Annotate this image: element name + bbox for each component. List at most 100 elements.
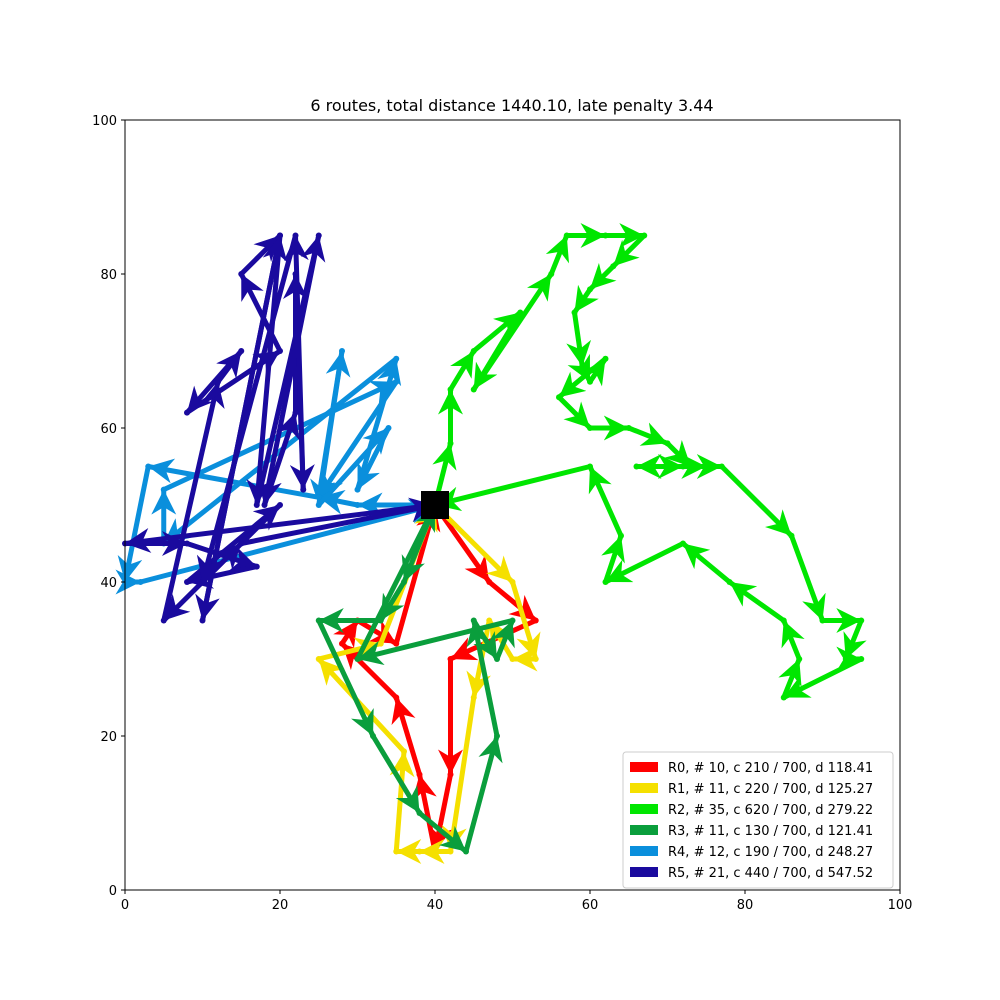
customer-point — [238, 271, 245, 277]
y-tick-label: 100 — [92, 114, 117, 129]
customer-point — [393, 355, 400, 362]
customer-point — [292, 271, 299, 277]
customer-point — [664, 440, 671, 447]
route-segment — [441, 695, 477, 854]
customer-point — [354, 656, 361, 662]
route-segment — [491, 618, 515, 662]
customer-point — [780, 694, 787, 701]
x-tick-label: 100 — [888, 898, 913, 913]
customer-point — [587, 425, 593, 431]
route-segment — [601, 533, 625, 585]
route-segment — [391, 695, 422, 777]
y-tick-label: 60 — [100, 422, 117, 437]
customer-point — [199, 579, 206, 585]
route-segment — [448, 348, 477, 392]
legend-swatch — [630, 783, 658, 793]
x-tick-label: 40 — [427, 898, 444, 913]
route-segment — [196, 233, 298, 585]
customer-point — [486, 617, 493, 624]
customer-point — [548, 271, 555, 277]
route-segment — [262, 410, 300, 508]
route-segment — [333, 618, 360, 649]
legend-label: R4, # 12, c 190 / 700, d 248.27 — [668, 845, 873, 860]
legend: R0, # 10, c 210 / 700, d 118.41 R1, # 11,… — [622, 751, 894, 889]
y-tick-label: 80 — [100, 268, 117, 283]
x-tick-label: 0 — [121, 898, 129, 913]
route-segment — [463, 733, 503, 854]
customer-point — [253, 563, 260, 570]
route-segment — [471, 310, 523, 354]
legend-label: R5, # 21, c 440 / 700, d 547.52 — [668, 866, 873, 881]
customer-point — [315, 617, 322, 624]
customer-point — [610, 263, 617, 270]
customer-point — [292, 232, 299, 239]
customer-point — [858, 617, 865, 624]
route-segment — [417, 810, 469, 854]
customer-point — [184, 409, 190, 416]
route-segment — [486, 579, 539, 623]
customer-point — [447, 386, 454, 393]
customer-point — [486, 579, 493, 585]
customer-point — [447, 656, 454, 662]
customer-point — [470, 348, 477, 354]
customer-point — [563, 232, 570, 239]
customer-point — [416, 771, 423, 778]
customer-point — [401, 748, 407, 755]
legend-swatch — [630, 762, 658, 772]
route-R5 — [122, 232, 438, 624]
route-segment — [719, 464, 794, 539]
route-segment — [316, 618, 376, 739]
customer-point — [532, 656, 539, 662]
route-segment — [427, 772, 453, 854]
x-tick-label: 80 — [737, 898, 754, 913]
customer-point — [470, 386, 477, 393]
y-tick-label: 40 — [100, 576, 117, 591]
customer-point — [377, 617, 384, 624]
customer-point — [393, 694, 400, 701]
customer-point — [238, 540, 245, 547]
route-segment — [355, 502, 438, 662]
route-segment — [587, 464, 624, 539]
customer-point — [780, 617, 787, 624]
chart-title: 6 routes, total distance 1440.10, late p… — [310, 96, 713, 115]
customer-point — [470, 617, 477, 624]
customer-point — [494, 656, 500, 662]
x-axis: 0 20 40 60 80 100 — [121, 890, 913, 913]
customer-point — [160, 617, 167, 624]
customer-point — [602, 232, 609, 239]
route-segment — [283, 233, 309, 493]
customer-point — [354, 502, 361, 508]
route-R3 — [315, 502, 516, 855]
customer-point — [393, 378, 400, 385]
legend-label: R0, # 10, c 210 / 700, d 118.41 — [668, 761, 873, 776]
customer-point — [509, 579, 516, 585]
customer-point — [718, 463, 725, 470]
route-segment — [572, 284, 599, 315]
customer-point — [339, 640, 345, 647]
plot-area — [115, 223, 867, 864]
customer-point — [184, 579, 190, 585]
customer-point — [277, 502, 283, 508]
customer-point — [416, 810, 423, 816]
customer-point — [788, 532, 795, 539]
customer-point — [292, 409, 299, 416]
routes-layer — [115, 223, 867, 864]
customer-point — [253, 502, 260, 508]
customer-point — [393, 640, 400, 647]
customer-point — [377, 640, 384, 647]
depot-layer — [421, 491, 449, 519]
axes-frame — [124, 119, 901, 891]
customer-point — [215, 378, 221, 385]
customer-point — [315, 494, 322, 501]
route-segment — [161, 379, 225, 623]
customer-point — [385, 425, 392, 431]
customer-point — [416, 848, 423, 855]
route-segment — [781, 618, 805, 662]
route-segment — [117, 464, 151, 585]
customer-point — [579, 363, 586, 370]
route-segment — [610, 233, 647, 269]
customer-point — [277, 348, 283, 354]
route-segment — [370, 733, 422, 816]
legend-label: R1, # 11, c 220 / 700, d 125.27 — [668, 782, 873, 797]
